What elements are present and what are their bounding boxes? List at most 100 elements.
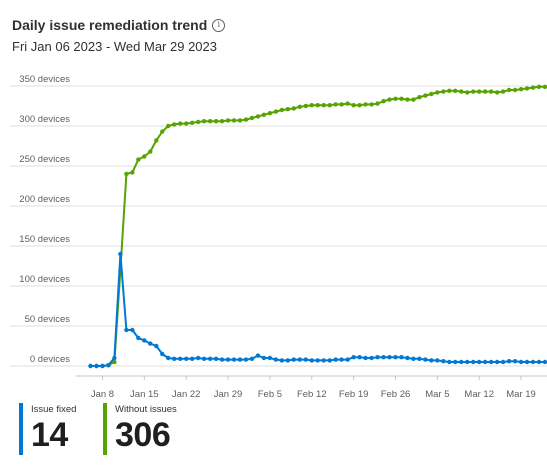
data-point-issue-fixed: [273, 357, 279, 362]
data-point-without-issues: [488, 89, 494, 94]
data-point-issue-fixed: [339, 357, 344, 362]
data-point-issue-fixed: [100, 363, 105, 369]
data-point-without-issues: [148, 149, 153, 154]
data-point-without-issues: [142, 154, 147, 159]
data-point-without-issues: [482, 89, 488, 94]
data-point-without-issues: [154, 138, 159, 143]
data-point-issue-fixed: [160, 351, 165, 357]
data-point-without-issues: [411, 97, 416, 102]
data-point-issue-fixed: [267, 355, 273, 361]
data-point-issue-fixed: [106, 363, 111, 368]
data-point-without-issues: [279, 107, 285, 113]
data-point-without-issues: [309, 103, 314, 108]
y-tick-label: 100 devices: [19, 274, 70, 285]
data-point-issue-fixed: [500, 359, 506, 365]
data-point-without-issues: [351, 103, 356, 108]
data-point-issue-fixed: [225, 357, 231, 362]
data-point-without-issues: [345, 101, 350, 106]
data-point-without-issues: [243, 117, 249, 122]
data-point-issue-fixed: [279, 358, 285, 363]
legend-value-issue-fixed: 14: [31, 416, 68, 454]
data-point-without-issues: [459, 89, 464, 94]
data-point-issue-fixed: [465, 359, 470, 365]
data-point-issue-fixed: [142, 338, 147, 343]
data-point-issue-fixed: [136, 335, 141, 341]
data-point-issue-fixed: [285, 358, 291, 363]
data-point-issue-fixed: [518, 359, 524, 365]
data-point-issue-fixed: [124, 327, 129, 333]
data-point-issue-fixed: [118, 251, 123, 257]
legend-label-without-issues: Without issues: [115, 404, 177, 415]
data-point-issue-fixed: [327, 358, 332, 363]
data-point-without-issues: [339, 102, 344, 107]
data-point-without-issues: [327, 103, 332, 108]
data-point-issue-fixed: [477, 359, 482, 365]
data-point-without-issues: [112, 359, 117, 365]
data-point-issue-fixed: [506, 359, 512, 364]
data-point-issue-fixed: [488, 359, 494, 365]
data-point-without-issues: [518, 87, 524, 92]
data-point-issue-fixed: [405, 355, 410, 361]
series-line-without-issues: [90, 85, 545, 367]
data-point-without-issues: [207, 119, 213, 124]
data-point-issue-fixed: [201, 356, 207, 361]
data-point-issue-fixed: [321, 358, 326, 363]
x-tick-label: Feb 12: [297, 389, 327, 400]
data-point-without-issues: [465, 90, 470, 95]
data-point-without-issues: [357, 103, 362, 108]
data-point-issue-fixed: [417, 356, 422, 361]
data-point-issue-fixed: [423, 357, 428, 362]
series-line-issue-fixed: [90, 253, 545, 367]
data-point-issue-fixed: [178, 356, 183, 361]
data-point-without-issues: [183, 121, 189, 126]
data-point-issue-fixed: [261, 355, 267, 361]
data-point-issue-fixed: [94, 363, 99, 369]
x-tick-label: Mar 19: [506, 389, 536, 400]
data-point-without-issues: [321, 103, 326, 108]
data-point-without-issues: [536, 84, 542, 90]
series-without-issues: [88, 84, 547, 369]
data-point-issue-fixed: [399, 355, 404, 360]
data-point-without-issues: [471, 89, 476, 94]
data-point-without-issues: [417, 95, 422, 100]
data-point-without-issues: [273, 109, 279, 114]
data-point-issue-fixed: [88, 363, 93, 369]
legend-label-issue-fixed: Issue fixed: [31, 404, 77, 415]
data-point-issue-fixed: [393, 355, 398, 360]
data-point-without-issues: [405, 97, 410, 102]
legend-issue-fixed[interactable]: Issue fixed 14: [19, 403, 76, 455]
data-point-issue-fixed: [166, 355, 171, 361]
data-point-issue-fixed: [195, 355, 201, 361]
data-point-issue-fixed: [536, 359, 542, 365]
data-point-without-issues: [530, 85, 536, 90]
data-point-without-issues: [213, 119, 219, 124]
data-point-issue-fixed: [387, 355, 392, 360]
data-point-issue-fixed: [315, 358, 320, 363]
data-point-without-issues: [291, 106, 297, 111]
data-point-without-issues: [315, 103, 320, 108]
data-point-issue-fixed: [369, 355, 374, 361]
data-point-without-issues: [506, 87, 512, 93]
data-point-without-issues: [267, 111, 273, 116]
x-tick-label: Feb 5: [258, 389, 282, 400]
data-point-without-issues: [237, 118, 243, 123]
y-tick-label: 150 devices: [19, 234, 70, 245]
data-point-without-issues: [201, 119, 207, 124]
data-point-issue-fixed: [494, 359, 500, 365]
x-tick-label: Jan 8: [91, 389, 114, 400]
data-point-without-issues: [231, 118, 237, 123]
info-icon[interactable]: i: [212, 18, 226, 32]
data-point-without-issues: [369, 102, 374, 107]
data-point-without-issues: [375, 101, 380, 106]
y-tick-label: 250 devices: [19, 154, 70, 165]
data-point-issue-fixed: [375, 355, 380, 360]
data-point-without-issues: [297, 104, 302, 110]
data-point-without-issues: [219, 119, 225, 124]
data-point-without-issues: [524, 86, 530, 91]
data-point-issue-fixed: [130, 327, 135, 333]
data-point-without-issues: [423, 93, 428, 98]
legend-without-issues[interactable]: Without issues 306: [103, 403, 177, 455]
data-point-without-issues: [494, 90, 500, 95]
line-chart: 0 devices 50 devices 100 devices 150 device…: [10, 74, 547, 400]
data-point-without-issues: [363, 102, 368, 107]
